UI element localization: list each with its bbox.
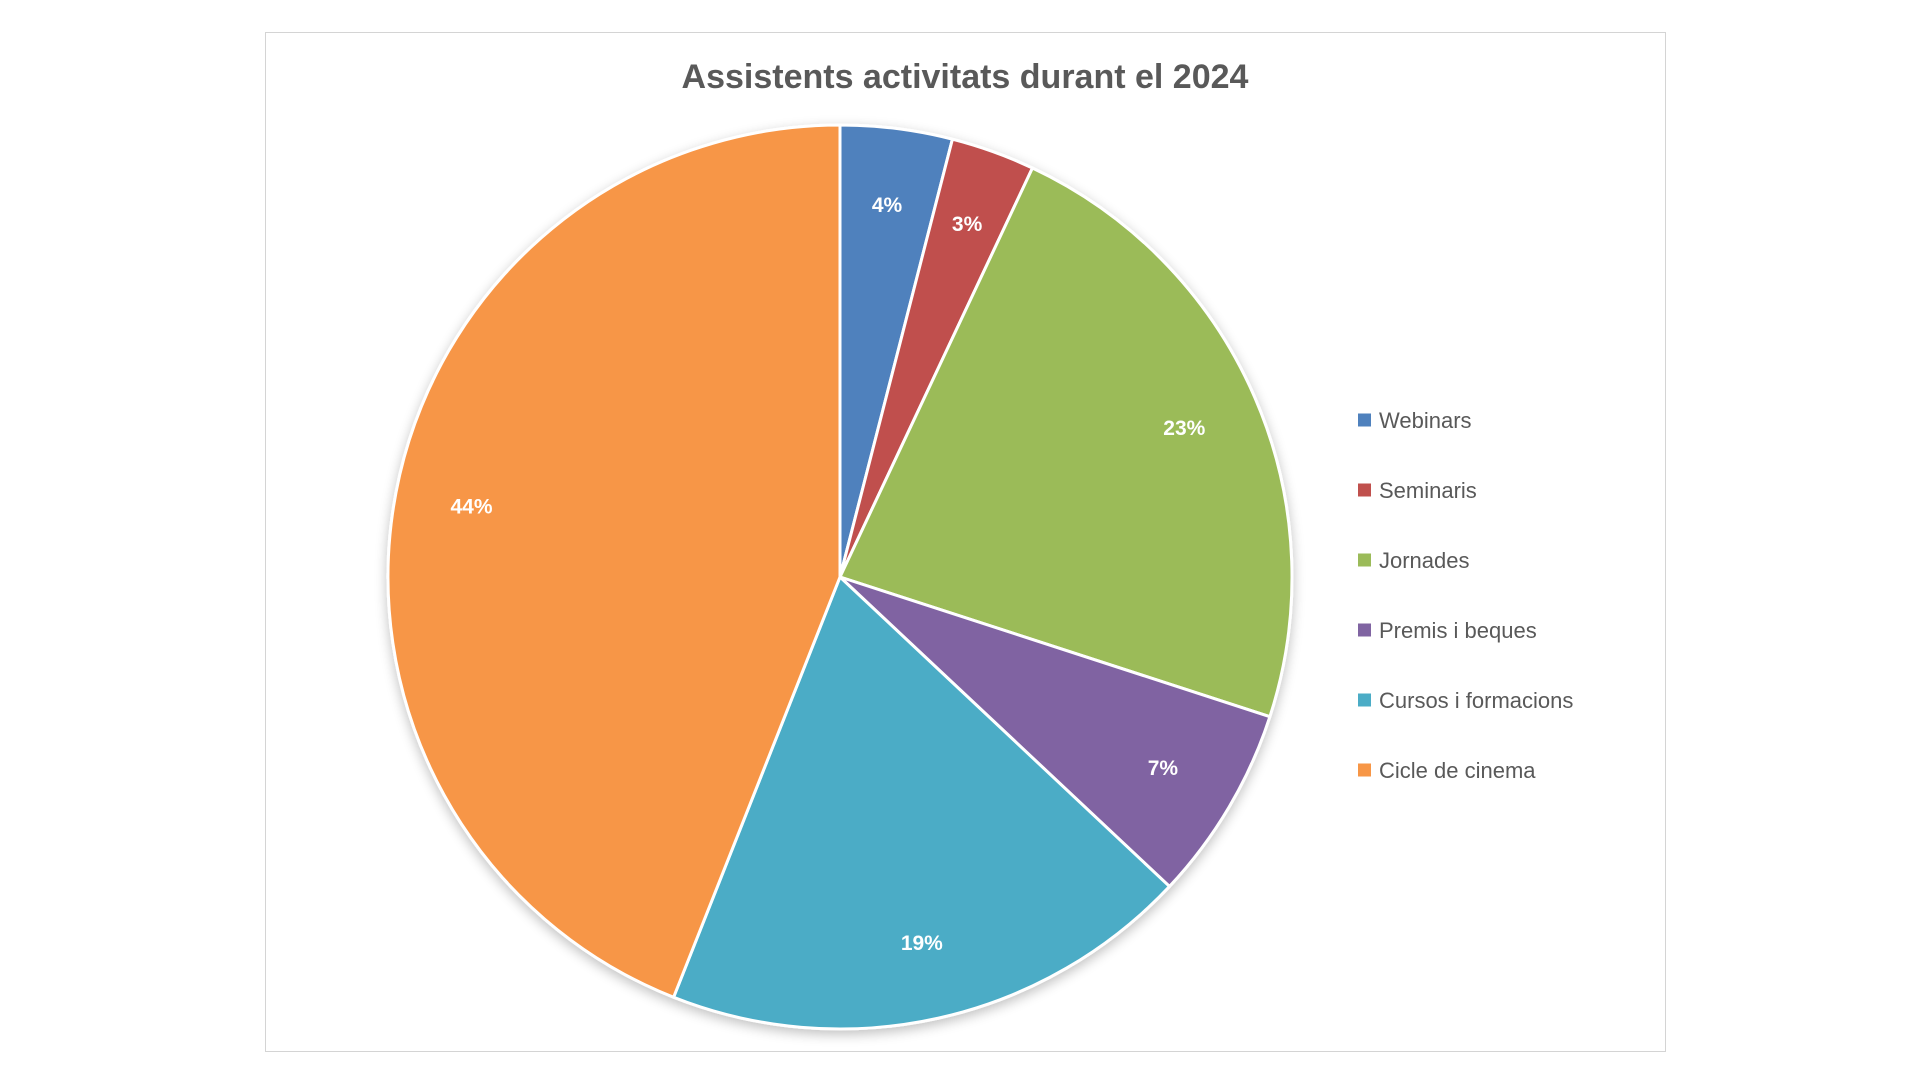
legend-item-jornades: Jornades xyxy=(1358,548,1470,573)
data-label-seminaris: 3% xyxy=(952,213,983,236)
legend-item-cicle-de-cinema: Cicle de cinema xyxy=(1358,758,1536,783)
legend-item-premis-i-beques: Premis i beques xyxy=(1358,618,1537,643)
legend-swatch xyxy=(1358,693,1371,707)
chart-title: Assistents activitats durant el 2024 xyxy=(682,58,1249,96)
legend-label: Premis i beques xyxy=(1379,618,1537,643)
pie-slice-jornades xyxy=(838,166,1294,719)
legend-swatch xyxy=(1358,623,1371,637)
data-labels: 4% 3% 23% 7% 19% 44% xyxy=(450,194,1205,955)
pie-slice-cicle-de-cinema xyxy=(386,123,842,999)
data-label-cursos-i-formacions: 19% xyxy=(901,932,943,955)
pie-slice-premis-i-beques xyxy=(838,575,1272,888)
legend-swatch xyxy=(1358,413,1371,427)
pie-slice-cursos-i-formacions xyxy=(672,575,1171,1031)
data-label-jornades: 23% xyxy=(1163,417,1205,440)
legend-label: Seminaris xyxy=(1379,478,1477,503)
legend-swatch xyxy=(1358,483,1371,497)
data-label-premis-i-beques: 7% xyxy=(1148,757,1179,780)
data-label-cicle-de-cinema: 44% xyxy=(450,496,492,519)
legend-item-webinars: Webinars xyxy=(1358,408,1472,433)
legend-swatch xyxy=(1358,553,1371,567)
legend-label: Webinars xyxy=(1379,408,1472,433)
legend: Webinars Seminaris Jornades Premis i beques… xyxy=(1358,408,1573,783)
legend-label: Cursos i formacions xyxy=(1379,688,1573,713)
legend-swatch xyxy=(1358,763,1371,777)
legend-label: Jornades xyxy=(1379,548,1470,573)
legend-label: Cicle de cinema xyxy=(1379,758,1536,783)
legend-item-seminaris: Seminaris xyxy=(1358,478,1477,503)
data-label-webinars: 4% xyxy=(872,194,903,217)
legend-item-cursos-i-formacions: Cursos i formacions xyxy=(1358,688,1573,713)
pie-slices xyxy=(386,123,1294,1031)
